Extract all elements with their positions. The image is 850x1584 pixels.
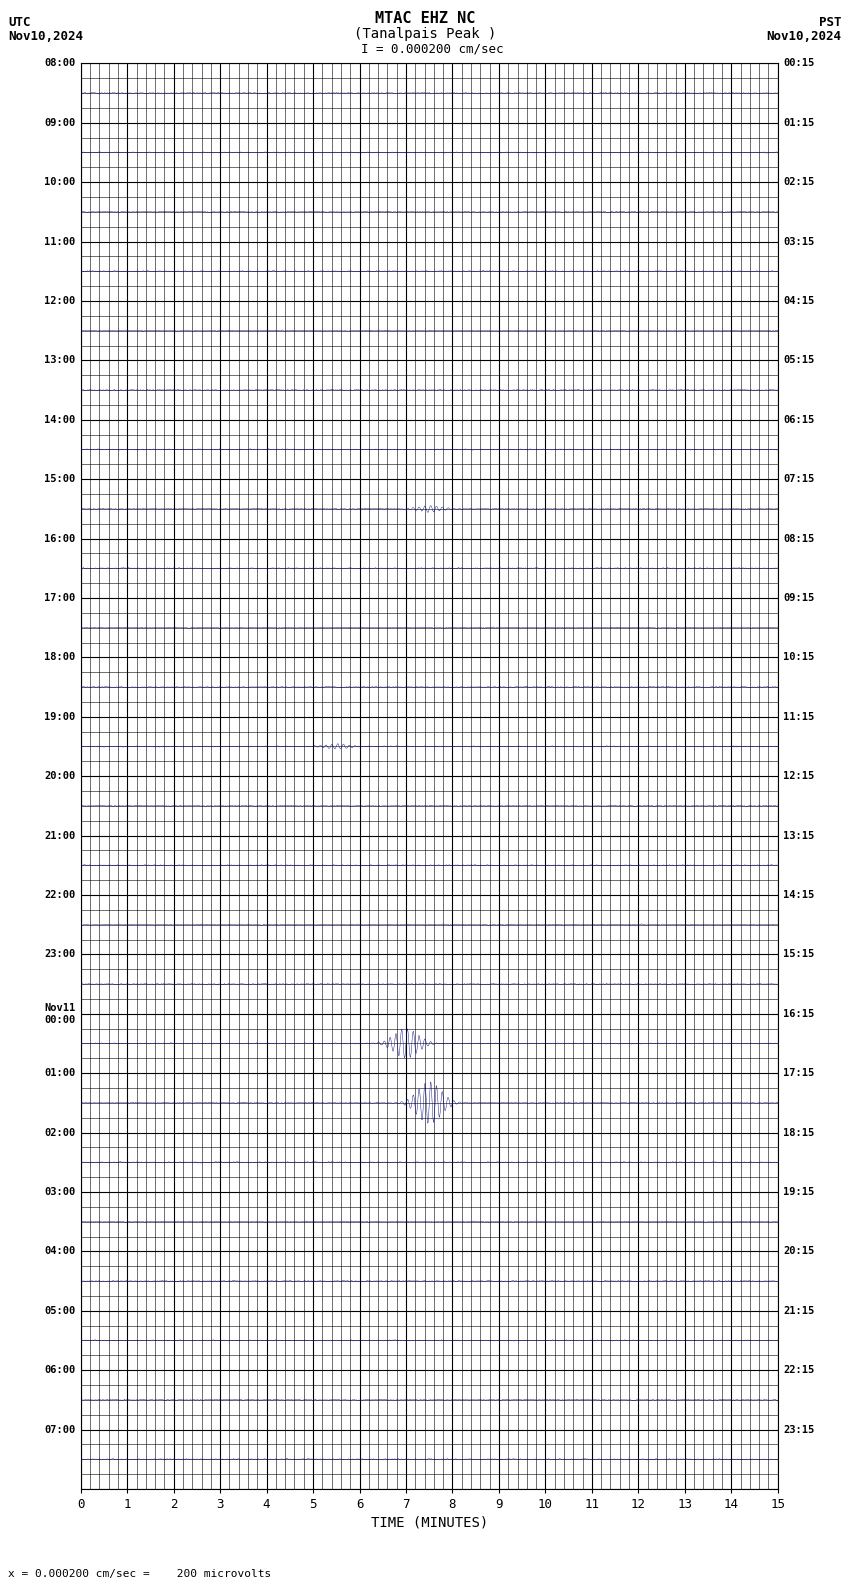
Text: MTAC EHZ NC: MTAC EHZ NC [375, 11, 475, 25]
Text: Nov11
00:00: Nov11 00:00 [44, 1003, 75, 1025]
Text: I = 0.000200 cm/sec: I = 0.000200 cm/sec [361, 43, 504, 55]
Text: 19:15: 19:15 [784, 1186, 814, 1198]
Text: 19:00: 19:00 [44, 711, 75, 722]
Text: 03:15: 03:15 [784, 236, 814, 247]
Text: 23:00: 23:00 [44, 949, 75, 960]
Text: 01:00: 01:00 [44, 1068, 75, 1079]
Text: 02:00: 02:00 [44, 1128, 75, 1137]
Text: 03:00: 03:00 [44, 1186, 75, 1198]
Text: 13:15: 13:15 [784, 830, 814, 841]
Text: 07:15: 07:15 [784, 474, 814, 485]
Text: 13:00: 13:00 [44, 355, 75, 366]
Text: 02:15: 02:15 [784, 177, 814, 187]
Text: 06:15: 06:15 [784, 415, 814, 425]
Text: 12:15: 12:15 [784, 771, 814, 781]
Text: 10:00: 10:00 [44, 177, 75, 187]
Text: 11:00: 11:00 [44, 236, 75, 247]
Text: 05:00: 05:00 [44, 1305, 75, 1316]
Text: 16:00: 16:00 [44, 534, 75, 543]
Text: UTC: UTC [8, 16, 31, 29]
Text: 15:00: 15:00 [44, 474, 75, 485]
Text: 09:15: 09:15 [784, 592, 814, 604]
Text: PST: PST [819, 16, 842, 29]
Text: 10:15: 10:15 [784, 653, 814, 662]
Text: 06:00: 06:00 [44, 1365, 75, 1375]
Text: 20:15: 20:15 [784, 1247, 814, 1256]
Text: 21:15: 21:15 [784, 1305, 814, 1316]
Text: 09:00: 09:00 [44, 117, 75, 128]
Text: 18:00: 18:00 [44, 653, 75, 662]
Text: 04:00: 04:00 [44, 1247, 75, 1256]
Text: 23:15: 23:15 [784, 1424, 814, 1435]
Text: 14:15: 14:15 [784, 890, 814, 900]
Text: (Tanalpais Peak ): (Tanalpais Peak ) [354, 27, 496, 41]
Text: 22:15: 22:15 [784, 1365, 814, 1375]
Text: 16:15: 16:15 [784, 1009, 814, 1019]
Text: 01:15: 01:15 [784, 117, 814, 128]
Text: 20:00: 20:00 [44, 771, 75, 781]
Text: 00:15: 00:15 [784, 59, 814, 68]
Text: 12:00: 12:00 [44, 296, 75, 306]
Text: 08:00: 08:00 [44, 59, 75, 68]
Text: Nov10,2024: Nov10,2024 [8, 30, 83, 43]
Text: 17:15: 17:15 [784, 1068, 814, 1079]
Text: 14:00: 14:00 [44, 415, 75, 425]
Text: 18:15: 18:15 [784, 1128, 814, 1137]
Text: Nov10,2024: Nov10,2024 [767, 30, 842, 43]
Text: 21:00: 21:00 [44, 830, 75, 841]
Text: 17:00: 17:00 [44, 592, 75, 604]
X-axis label: TIME (MINUTES): TIME (MINUTES) [371, 1516, 488, 1529]
Text: 08:15: 08:15 [784, 534, 814, 543]
Text: 15:15: 15:15 [784, 949, 814, 960]
Text: x = 0.000200 cm/sec =    200 microvolts: x = 0.000200 cm/sec = 200 microvolts [8, 1570, 272, 1579]
Text: 11:15: 11:15 [784, 711, 814, 722]
Text: 04:15: 04:15 [784, 296, 814, 306]
Text: 07:00: 07:00 [44, 1424, 75, 1435]
Text: 22:00: 22:00 [44, 890, 75, 900]
Text: 05:15: 05:15 [784, 355, 814, 366]
